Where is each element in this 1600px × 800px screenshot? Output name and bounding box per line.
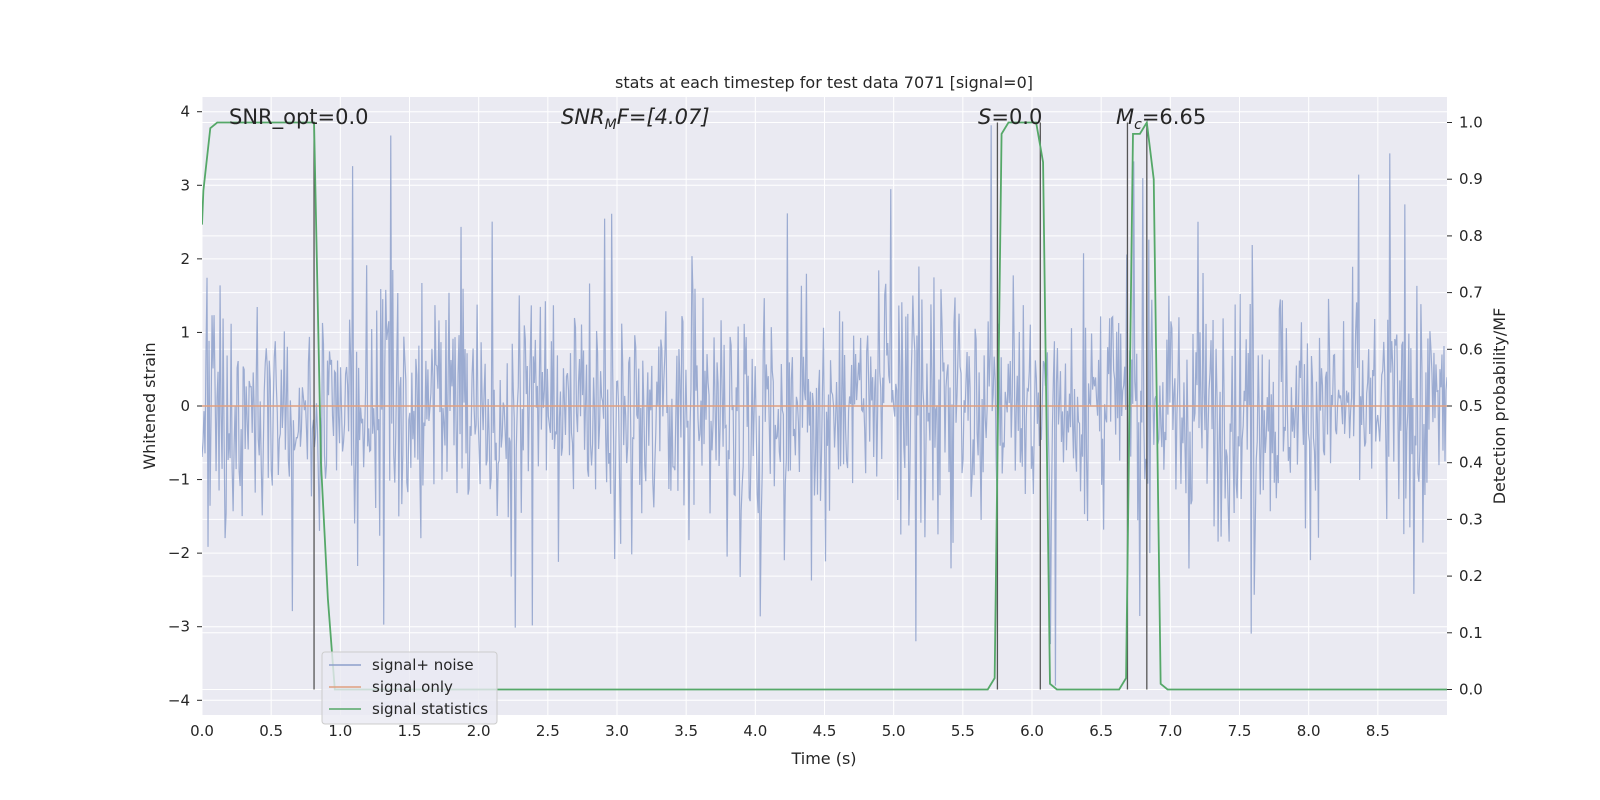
y-axis-label: Whitened strain: [140, 342, 159, 469]
signal-noise-series: [202, 125, 1447, 686]
y2-tick-label: 0.3: [1459, 510, 1483, 528]
legend: signal+ noise signal only signal statist…: [321, 651, 498, 725]
y-tick-label: 4: [180, 103, 190, 121]
y2-tick-label: 0.4: [1459, 454, 1483, 472]
y-tick-label: −2: [168, 544, 190, 562]
x-tick-label: 0.5: [259, 722, 283, 740]
x-tick-label: 4.5: [813, 722, 837, 740]
y2-axis-label: Detection probability/MF: [1490, 308, 1509, 505]
x-tick-label: 3.0: [605, 722, 629, 740]
x-tick-labels: 0.0 0.5 1.0 1.5 2.0 2.5 3.0 3.5 4.0 4.5 5.0 5.5 6.0 6…: [190, 722, 1390, 740]
annotation-snr-mf: SNRMF=[4.07]: [561, 105, 710, 133]
y-tick-label: −3: [168, 618, 190, 636]
x-tick-label: 4.0: [743, 722, 767, 740]
x-tick-label: 5.5: [951, 722, 975, 740]
y2-tick-label: 0.6: [1459, 340, 1483, 358]
y2-tick-label: 0.8: [1459, 227, 1483, 245]
y2-tick-label: 0.5: [1459, 397, 1483, 415]
y-tick-label: 1: [180, 323, 190, 341]
x-tick-label: 6.5: [1089, 722, 1113, 740]
chart-title: stats at each timestep for test data 707…: [615, 73, 1033, 92]
x-tick-label: 1.5: [398, 722, 422, 740]
annotation-s-stat: S=0.0: [978, 105, 1042, 129]
y-tick-label: 2: [180, 250, 190, 268]
y2-tick-label: 0.1: [1459, 624, 1483, 642]
signal-statistics-line: [202, 119, 1447, 691]
legend-label-noise: signal+ noise: [372, 656, 474, 674]
y-tick-label: −1: [168, 471, 190, 489]
x-axis-label: Time (s): [790, 749, 856, 768]
y2-tick-label: 0.0: [1459, 680, 1483, 698]
y2-tick-label: 1.0: [1459, 114, 1483, 132]
x-tick-label: 1.0: [328, 722, 352, 740]
x-tick-label: 6.0: [1020, 722, 1044, 740]
y-tick-label: 0: [180, 397, 190, 415]
y2-tick-label: 0.2: [1459, 567, 1483, 585]
y2-tick-label: 0.9: [1459, 170, 1483, 188]
annotation-chirp-mass: Mc=6.65: [1116, 105, 1206, 133]
x-tick-label: 2.5: [536, 722, 560, 740]
legend-label-signal: signal only: [372, 678, 453, 696]
legend-box: [321, 651, 498, 725]
x-tick-label: 2.0: [467, 722, 491, 740]
x-tick-label: 7.5: [1228, 722, 1252, 740]
y-tick-label: 3: [180, 176, 190, 194]
y-tick-label: −4: [168, 691, 190, 709]
signal-statistics-series: [202, 119, 1447, 691]
x-tick-label: 5.0: [882, 722, 906, 740]
annotation-snr-opt: SNR_opt=0.0: [229, 105, 369, 130]
x-tick-label: 8.5: [1366, 722, 1390, 740]
x-tick-label: 8.0: [1297, 722, 1321, 740]
x-tick-label: 7.0: [1158, 722, 1182, 740]
x-tick-label: 3.5: [674, 722, 698, 740]
signal-noise-line: [202, 125, 1447, 686]
y-tick-labels: −4 −3 −2 −1 0 1 2 3 4: [168, 103, 202, 709]
x-tick-label: 0.0: [190, 722, 214, 740]
y2-tick-label: 0.7: [1459, 284, 1483, 302]
y2-tick-labels: 0.0 0.1 0.2 0.3 0.4 0.5 0.6 0.7 0.8 0.9 1.0: [1447, 114, 1483, 698]
legend-label-stats: signal statistics: [372, 700, 488, 718]
